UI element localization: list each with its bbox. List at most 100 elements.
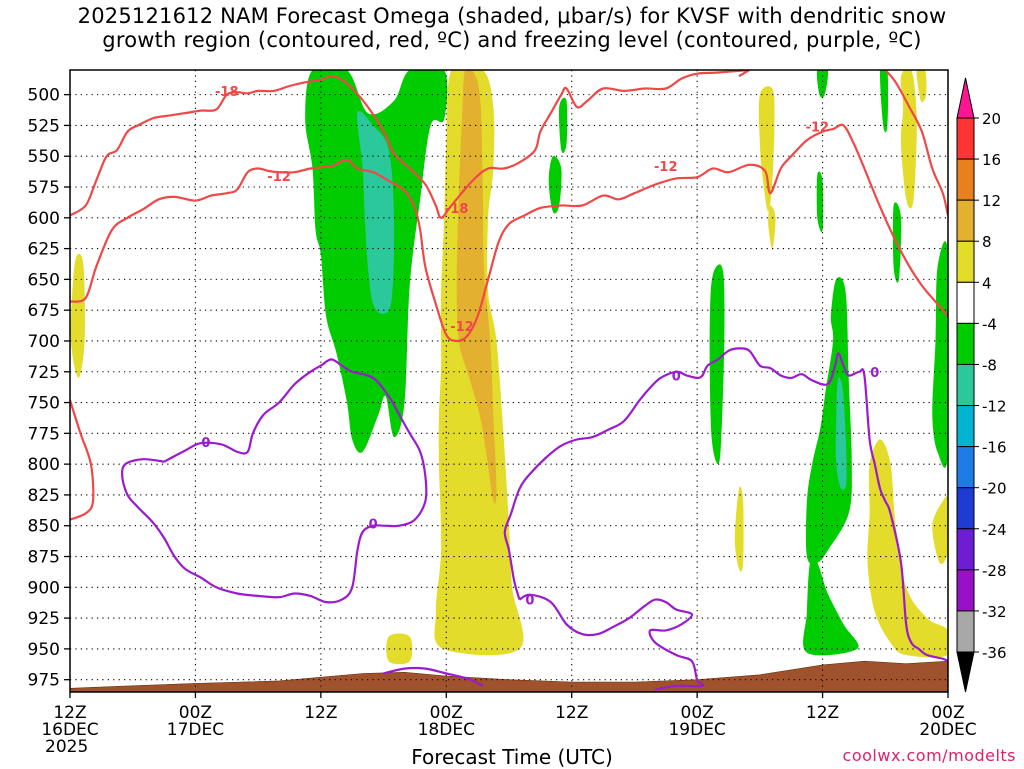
colorbar-box-12 (956, 610, 975, 653)
y-tick-label-975: 975 (28, 671, 60, 691)
omega-region-17 (932, 241, 948, 468)
y-tick-label-750: 750 (28, 394, 60, 414)
colorbar-label-4: 4 (982, 274, 992, 292)
colorbar-label-11: -28 (982, 562, 1007, 580)
y-tick-label-875: 875 (28, 548, 60, 568)
contour-label-1-2: -12 (654, 160, 678, 175)
omega-shading-layer (70, 70, 948, 665)
contour-layer: -18 -18 -12 -12 -12 -12 0 0 0 0 0 (70, 70, 948, 691)
omega-region-13 (803, 557, 859, 656)
contour-label-1-1: -12 (450, 320, 474, 335)
chart-title-line-2: growth region (contoured, red, ºC) and f… (102, 28, 922, 52)
colorbar-top-arrow (956, 77, 975, 119)
colorbar-box-2 (956, 199, 975, 242)
colorbar-box-8 (956, 446, 975, 489)
omega-region-12 (805, 277, 852, 564)
omega-region-9 (709, 264, 725, 465)
y-tick-label-850: 850 (28, 517, 60, 537)
contour-label-1-0: -12 (267, 170, 291, 185)
x-axis-label: Forecast Time (UTC) (411, 745, 613, 769)
plot-frame (69, 69, 949, 693)
colorbar-box-6 (956, 363, 975, 407)
colorbar-label-12: -32 (982, 603, 1007, 621)
y-tick-label-825: 825 (28, 486, 60, 506)
colorbar-label-0: 20 (982, 110, 1001, 128)
x-tick-label-0-1: 16DEC (41, 720, 98, 740)
colorbar-label-5: -4 (982, 315, 997, 333)
colorbar-label-7: -12 (982, 398, 1007, 416)
omega-region-10 (734, 486, 744, 572)
colorbar: 20 16 12 8 4 -4 -8 -12 -16 -20 -24 -28 -32 -36 (956, 77, 1007, 693)
contour-6 (383, 666, 484, 687)
contour-5 (121, 358, 428, 604)
y-tick-label-800: 800 (28, 455, 60, 475)
contour-3 (70, 399, 95, 521)
omega-region-4 (70, 253, 86, 378)
omega-region-16 (932, 496, 948, 564)
contour-label-0-0: -18 (215, 85, 239, 100)
colorbar-box-3 (956, 240, 975, 283)
y-tick-label-550: 550 (28, 147, 60, 167)
chart-title: 2025121612 NAM Forecast Omega (shaded, μ… (0, 4, 1024, 52)
x-tick-label-0-0: 12Z (53, 703, 86, 723)
y-tick-label-575: 575 (28, 178, 60, 198)
y-tick-label-500: 500 (28, 86, 60, 106)
omega-region-1 (357, 111, 395, 315)
x-tick-label-24-0: 12Z (304, 703, 337, 723)
colorbar-label-3: 8 (982, 233, 992, 251)
omega-region-23 (386, 633, 413, 665)
omega-region-21 (916, 70, 927, 103)
colorbar-box-5 (956, 322, 975, 365)
omega-region-11 (816, 171, 824, 233)
omega-region-18 (879, 70, 889, 133)
colorbar-box-10 (956, 528, 975, 571)
y-tick-label-950: 950 (28, 640, 60, 660)
colorbar-box-4 (956, 281, 975, 324)
y-tick-label-675: 675 (28, 301, 60, 321)
contour-label-1-3: -12 (806, 121, 830, 136)
y-tick-label-600: 600 (28, 209, 60, 229)
colorbar-label-10: -24 (982, 521, 1007, 539)
x-tick-label-60-0: 00Z (681, 703, 714, 723)
chart-title-line-1: 2025121612 NAM Forecast Omega (shaded, μ… (77, 4, 947, 28)
x-tick-label-72-0: 12Z (806, 703, 839, 723)
colorbar-box-1 (956, 158, 975, 201)
y-tick-label-925: 925 (28, 609, 60, 629)
y-tick-label-525: 525 (28, 116, 60, 136)
colorbar-bottom-arrow (956, 651, 975, 693)
terrain-layer (70, 660, 948, 692)
y-tick-label-700: 700 (28, 332, 60, 352)
omega-region-20 (900, 70, 917, 209)
colorbar-label-2: 12 (982, 192, 1001, 210)
x-tick-label-12-0: 00Z (179, 703, 212, 723)
contour-label-5-3: 0 (672, 369, 681, 384)
colorbar-box-7 (956, 405, 975, 448)
y-tick-label-900: 900 (28, 578, 60, 598)
colorbar-label-13: -36 (982, 644, 1007, 662)
x-tick-label-0-2: 2025 (45, 737, 88, 757)
colorbar-label-1: 16 (982, 151, 1001, 169)
y-tick-label-725: 725 (28, 363, 60, 383)
source-credit: coolwx.com/modelts (842, 746, 1016, 765)
x-tick-label-12-1: 17DEC (167, 720, 224, 740)
omega-region-15 (867, 439, 948, 658)
y-tick-label-775: 775 (28, 424, 60, 444)
y-tick-label-650: 650 (28, 270, 60, 290)
contour-0 (70, 70, 750, 219)
colorbar-box-11 (956, 569, 975, 612)
omega-region-3 (456, 70, 497, 504)
terrain-fill (70, 660, 948, 692)
contour-label-5-0: 0 (201, 436, 210, 451)
colorbar-label-6: -8 (982, 356, 997, 374)
colorbar-box-9 (956, 487, 975, 530)
colorbar-box-0 (956, 117, 975, 160)
x-tick-label-84-0: 00Z (931, 703, 964, 723)
omega-region-6 (558, 97, 568, 154)
omega-region-8 (768, 205, 776, 249)
omega-region-14 (835, 377, 847, 490)
contour-label-5-4: 0 (870, 366, 879, 381)
contour-2 (884, 70, 948, 216)
contour-label-5-2: 0 (525, 594, 534, 609)
y-tick-label-625: 625 (28, 240, 60, 260)
